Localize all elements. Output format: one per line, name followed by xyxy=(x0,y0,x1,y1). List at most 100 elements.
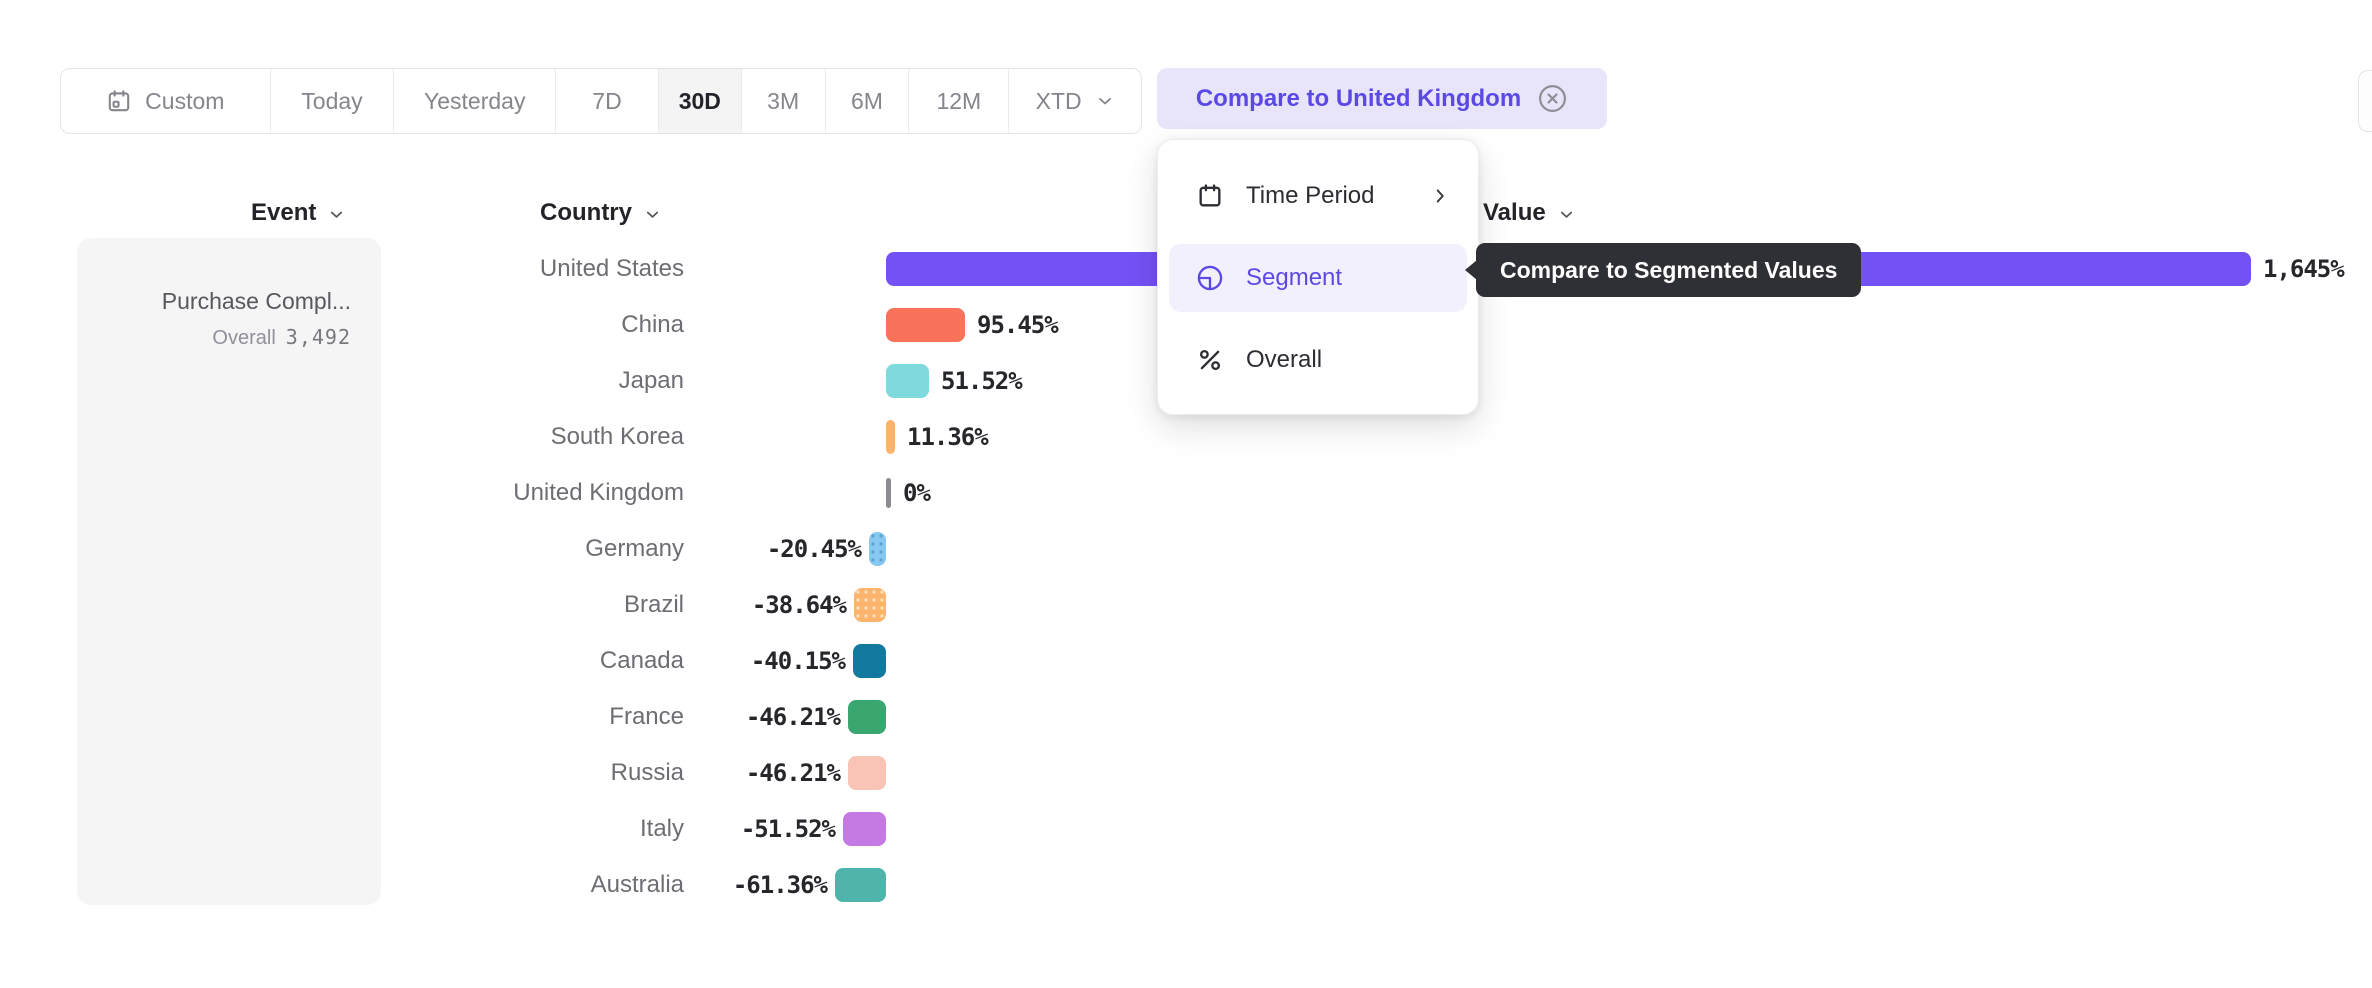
compare-chip[interactable]: Compare to United Kingdom xyxy=(1157,68,1607,129)
bar-france[interactable] xyxy=(848,700,886,734)
country-header-label: Country xyxy=(540,199,632,226)
date-range-group: Custom Today Yesterday 7D 30D 3M 6M 12M XTD xyxy=(60,68,1142,134)
chart-row-italy: Italy -51.52% xyxy=(0,801,2372,857)
menu-item-overall[interactable]: Overall xyxy=(1169,326,1467,394)
overall-label: Overall xyxy=(212,327,276,349)
bar-brazil[interactable] xyxy=(854,588,886,622)
country-label: Brazil xyxy=(623,591,684,618)
event-name: Purchase Compl... xyxy=(161,288,351,314)
compare-chip-label: Compare to United Kingdom xyxy=(1195,84,1522,112)
value-label: 1,645% xyxy=(2263,255,2345,283)
chart-row-france: France -46.21% xyxy=(0,689,2372,745)
country-label: Italy xyxy=(639,815,684,842)
menu-item-label: Overall xyxy=(1246,346,1323,373)
tooltip-arrow xyxy=(1465,260,1477,280)
range-button-30d[interactable]: 30D xyxy=(658,69,742,133)
country-label: Australia xyxy=(590,871,684,898)
range-label: 6M xyxy=(851,87,883,114)
value-label: -51.52% xyxy=(740,815,836,843)
range-label: Custom xyxy=(145,87,225,114)
range-button-yesterday[interactable]: Yesterday xyxy=(394,69,557,133)
bar-south-korea[interactable] xyxy=(886,420,895,454)
chevron-down-icon xyxy=(646,211,659,218)
range-button-xtd[interactable]: XTD xyxy=(1009,69,1141,133)
calendar-icon xyxy=(1199,184,1221,207)
event-overall-row: Overall 3,492 xyxy=(97,325,351,350)
country-label: Canada xyxy=(599,647,684,674)
column-header-value[interactable]: Value xyxy=(1483,199,1576,227)
range-button-custom[interactable]: Custom xyxy=(61,69,271,133)
bar-canada[interactable] xyxy=(853,644,886,678)
country-label: China xyxy=(621,311,684,338)
tooltip: Compare to Segmented Values xyxy=(1465,243,1862,297)
range-label: 3M xyxy=(767,87,800,114)
bar-russia[interactable] xyxy=(848,756,886,790)
remove-compare-icon[interactable] xyxy=(1537,83,1568,114)
column-header-country[interactable]: Country xyxy=(540,199,662,227)
bar-italy[interactable] xyxy=(843,812,886,846)
value-header-label: Value xyxy=(1483,199,1546,226)
value-label: -61.36% xyxy=(732,871,828,899)
country-label: United Kingdom xyxy=(513,479,684,506)
chart-row-japan: Japan 51.52% xyxy=(0,353,2372,409)
bar-australia[interactable] xyxy=(835,868,886,902)
overall-value: 3,492 xyxy=(285,325,351,349)
range-button-12m[interactable]: 12M xyxy=(909,69,1010,133)
range-label: Yesterday xyxy=(424,87,526,114)
event-card[interactable]: Purchase Compl... Overall 3,492 xyxy=(77,238,381,905)
value-label: -38.64% xyxy=(751,591,847,619)
bar-united-kingdom[interactable] xyxy=(886,478,891,508)
edge-cutoff-button[interactable] xyxy=(2358,70,2372,132)
range-label: 30D xyxy=(678,87,721,114)
compare-dropdown-menu: Time Period Segment Overall xyxy=(1157,139,1479,415)
value-label: -46.21% xyxy=(745,703,841,731)
country-label: Germany xyxy=(585,535,684,562)
value-label: 0% xyxy=(903,479,931,507)
segment-icon xyxy=(1197,265,1223,291)
country-label: United States xyxy=(539,255,684,282)
value-label: 95.45% xyxy=(977,311,1059,339)
range-label: 7D xyxy=(592,87,622,114)
column-header-event[interactable]: Event xyxy=(251,199,346,227)
menu-item-label: Time Period xyxy=(1246,182,1375,209)
range-label: 12M xyxy=(936,87,982,114)
chevron-down-icon xyxy=(331,211,343,218)
menu-item-time-period[interactable]: Time Period xyxy=(1169,162,1467,230)
chevron-down-icon xyxy=(1098,98,1111,105)
range-label: Today xyxy=(301,87,363,114)
value-label: -20.45% xyxy=(766,535,862,563)
chart-row-australia: Australia -61.36% xyxy=(0,857,2372,913)
chevron-down-icon xyxy=(1560,211,1572,218)
range-button-7d[interactable]: 7D xyxy=(556,69,659,133)
country-label: Japan xyxy=(618,367,684,394)
chart-row-germany: Germany -20.45% xyxy=(0,521,2372,577)
chart-row-china: China 95.45% xyxy=(0,297,2372,353)
calendar-icon xyxy=(108,90,130,112)
chart-row-brazil: Brazil -38.64% xyxy=(0,577,2372,633)
menu-item-label: Segment xyxy=(1246,264,1343,291)
country-label: South Korea xyxy=(550,423,684,450)
chart-row-russia: Russia -46.21% xyxy=(0,745,2372,801)
value-label: 11.36% xyxy=(907,423,989,451)
chart-row-united-kingdom: United Kingdom 0% xyxy=(0,465,2372,521)
chart-row-canada: Canada -40.15% xyxy=(0,633,2372,689)
range-button-6m[interactable]: 6M xyxy=(826,69,910,133)
value-label: 51.52% xyxy=(941,367,1023,395)
tooltip-text: Compare to Segmented Values xyxy=(1500,256,1838,283)
event-header-label: Event xyxy=(251,199,317,226)
percent-icon xyxy=(1199,349,1221,371)
bar-china[interactable] xyxy=(886,308,965,342)
chevron-right-icon xyxy=(1429,185,1451,207)
range-button-3m[interactable]: 3M xyxy=(742,69,826,133)
chart-row-south-korea: South Korea 11.36% xyxy=(0,409,2372,465)
range-button-today[interactable]: Today xyxy=(271,69,395,133)
value-label: -40.15% xyxy=(750,647,846,675)
value-label: -46.21% xyxy=(745,759,841,787)
menu-item-segment[interactable]: Segment xyxy=(1169,244,1467,312)
bar-japan[interactable] xyxy=(886,364,929,398)
country-label: France xyxy=(609,703,684,730)
bar-germany[interactable] xyxy=(869,532,886,566)
country-label: Russia xyxy=(610,759,684,786)
range-label: XTD xyxy=(1035,87,1082,114)
